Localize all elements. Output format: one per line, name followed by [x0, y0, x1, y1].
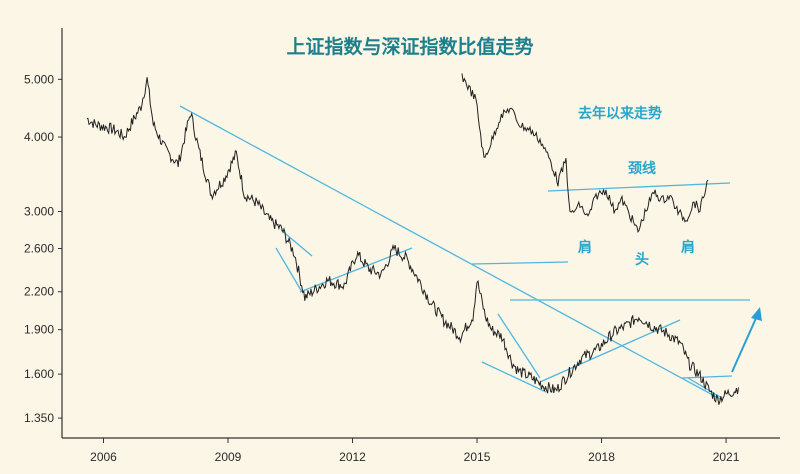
trendlines	[179, 105, 762, 401]
y-tick-label: 3.000	[24, 204, 54, 218]
y-tick-label: 4.000	[24, 130, 54, 144]
trend-line	[275, 247, 303, 293]
trend-line	[547, 182, 731, 192]
inset-line	[461, 73, 709, 234]
neckline-label: 颈线	[627, 160, 656, 176]
y-tick-label: 2.200	[24, 285, 54, 299]
up-arrow-head	[751, 307, 762, 321]
trend-line	[280, 229, 313, 257]
y-tick-label: 1.900	[24, 323, 54, 337]
axes: 1.350 1.600 1.900 2.200 2.600 3.000 4.000 5.000…	[24, 28, 780, 464]
trend-line	[299, 247, 413, 293]
head-label: 头	[635, 251, 649, 267]
y-tick-label: 2.600	[24, 242, 54, 256]
x-tick-label: 2015	[464, 450, 491, 464]
y-tick-label: 1.600	[24, 367, 54, 381]
inset-title: 去年以来走势	[578, 105, 662, 121]
inset-series	[461, 73, 709, 234]
x-tick-label: 2012	[339, 450, 366, 464]
trend-line	[539, 319, 681, 383]
series-line	[86, 77, 739, 405]
trend-line	[481, 361, 547, 393]
right-shoulder-label: 肩	[681, 239, 695, 255]
up-arrow-shaft	[731, 315, 758, 373]
left-shoulder-label: 肩	[578, 239, 592, 255]
y-tick-label: 5.000	[24, 72, 54, 86]
y-tick-label: 1.350	[24, 411, 54, 425]
trend-line	[681, 375, 733, 379]
x-tick-label: 2009	[215, 450, 242, 464]
trend-line	[471, 261, 569, 265]
x-tick-label: 2021	[713, 450, 740, 464]
x-tick-label: 2006	[90, 450, 117, 464]
trend-line	[497, 313, 541, 379]
chart-title: 上证指数与深证指数比值走势	[286, 35, 533, 58]
trend-line	[179, 105, 723, 401]
main-series	[86, 77, 739, 405]
x-tick-label: 2018	[588, 450, 615, 464]
